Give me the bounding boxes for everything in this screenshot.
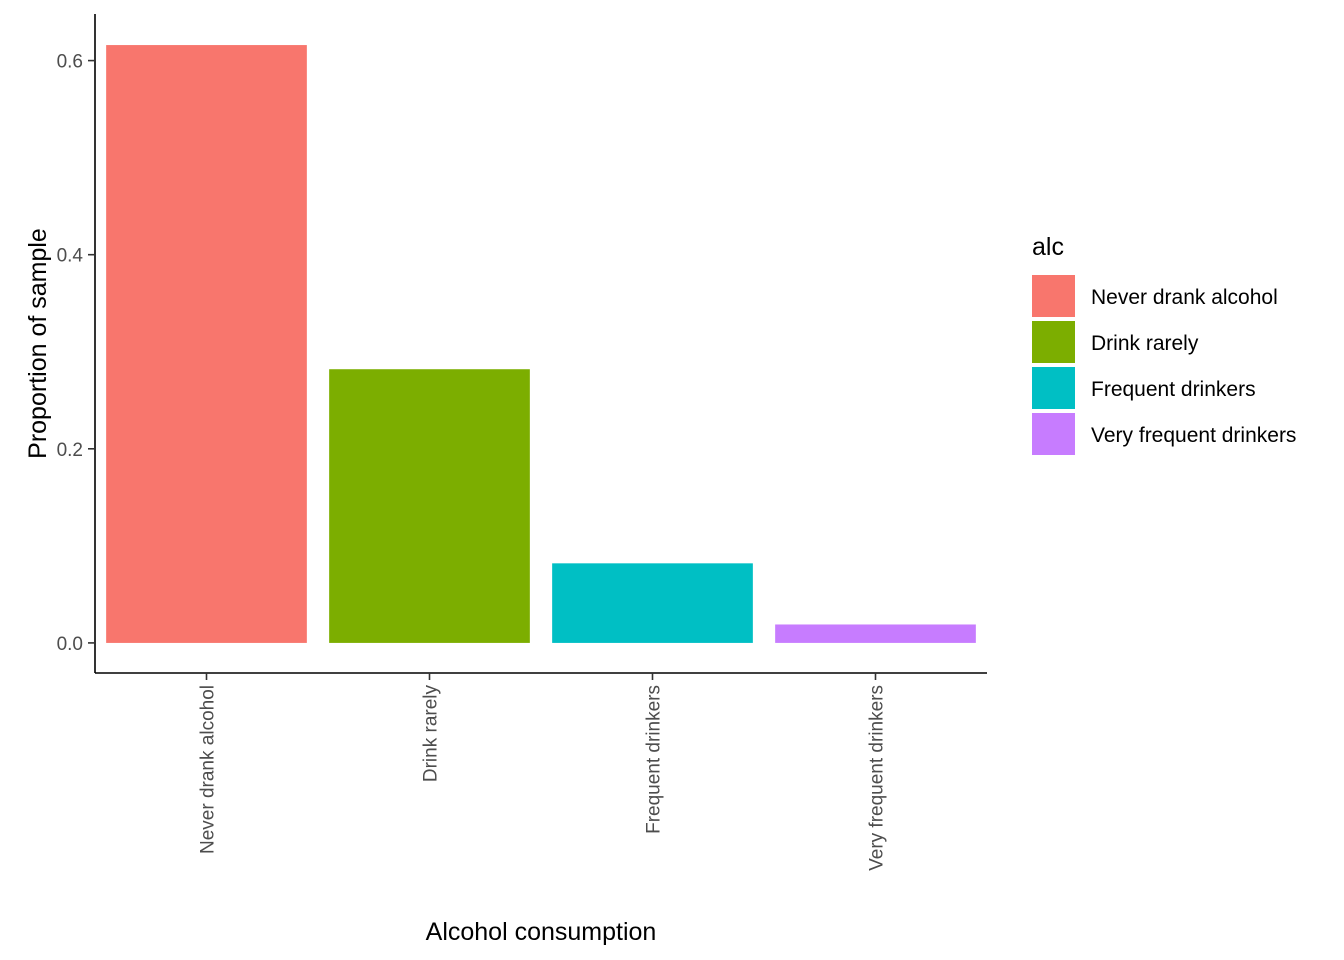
legend-items: Never drank alcohol Drink rarely Frequent … — [1032, 275, 1296, 455]
y-tick-label: 0.0 — [57, 634, 83, 655]
bar-drink-rarely — [329, 369, 530, 643]
legend-swatch — [1032, 367, 1075, 409]
legend-label: Drink rarely — [1091, 332, 1199, 355]
legend-title: alc — [1032, 233, 1064, 261]
y-axis-title: Proportion of sample — [24, 228, 52, 459]
bar-never-drank-alcohol — [106, 45, 307, 643]
x-axis-title: Alcohol consumption — [426, 918, 657, 946]
x-tick-label: Never drank alcohol — [198, 685, 219, 854]
x-ticks-group: Never drank alcohol Drink rarely Frequent … — [198, 673, 888, 871]
axes-group — [94, 14, 987, 674]
y-tick-label: 0.4 — [57, 246, 84, 267]
legend-swatch — [1032, 321, 1075, 363]
legend-label: Very frequent drinkers — [1091, 424, 1296, 447]
x-tick-label: Very frequent drinkers — [867, 685, 888, 871]
bars-group — [106, 45, 976, 643]
legend: alc Never drank alcohol Drink rarely Frequ… — [1032, 233, 1296, 455]
y-tick-label: 0.2 — [57, 440, 83, 461]
x-tick-label: Drink rarely — [421, 685, 442, 783]
y-ticks-group: 0.0 0.2 0.4 0.6 — [57, 52, 95, 655]
legend-swatch — [1032, 413, 1075, 455]
bar-frequent-drinkers — [552, 563, 753, 643]
x-tick-label: Frequent drinkers — [644, 685, 665, 834]
y-tick-label: 0.6 — [57, 52, 83, 73]
legend-swatch — [1032, 275, 1075, 317]
bar-very-frequent-drinkers — [775, 624, 976, 643]
legend-label: Frequent drinkers — [1091, 378, 1256, 401]
legend-label: Never drank alcohol — [1091, 286, 1278, 309]
